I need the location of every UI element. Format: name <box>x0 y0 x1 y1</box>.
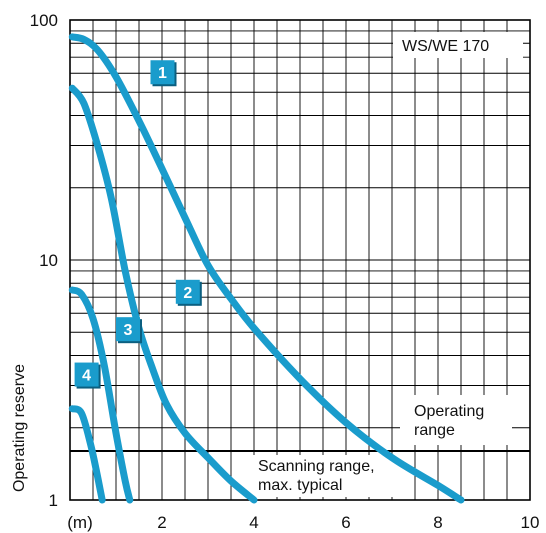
axis-labels: WS/WE 170 2 4 6 8 10 (m) 1 10 100 Operating reserv… <box>11 11 539 532</box>
x-tick-label: 8 <box>433 513 442 532</box>
threshold: Operating range Scanning range, max. typica… <box>70 395 530 498</box>
plot-frame <box>69 19 531 501</box>
svg-text:4: 4 <box>82 368 91 385</box>
chart-title-bg <box>393 32 523 58</box>
grid <box>70 20 530 500</box>
x-tick-label: 6 <box>341 513 350 532</box>
series-badges: 1 2 3 4 <box>74 60 202 389</box>
scanning-range-label-bg <box>252 455 412 498</box>
series-line-4 <box>68 405 106 504</box>
series-badge-2: 2 <box>175 279 202 306</box>
x-tick-label: 4 <box>249 513 258 532</box>
svg-text:2: 2 <box>183 285 192 302</box>
scanning-range-label: Scanning range, max. typical <box>258 458 375 494</box>
operating-range-label: Operating range <box>414 403 484 439</box>
series-line-2 <box>68 84 258 504</box>
series-badge-1: 1 <box>150 60 177 87</box>
y-tick-label: 1 <box>49 491 58 510</box>
y-tick-label: 10 <box>39 251 58 270</box>
series-line-1 <box>68 33 465 504</box>
x-unit-label: (m) <box>67 513 92 532</box>
svg-text:3: 3 <box>124 322 133 339</box>
svg-text:1: 1 <box>158 65 167 82</box>
x-tick-label: 2 <box>157 513 166 532</box>
series-badge-3: 3 <box>116 317 142 344</box>
x-tick-label: 10 <box>521 513 540 532</box>
series-lines <box>68 33 465 504</box>
operating-range-label-bg <box>400 395 512 446</box>
series-badge-4: 4 <box>74 362 101 389</box>
y-axis-label: Operating reserve <box>11 364 28 492</box>
chart-title: WS/WE 170 <box>402 38 489 55</box>
y-tick-label: 100 <box>30 11 58 30</box>
series-line-3 <box>68 286 134 504</box>
